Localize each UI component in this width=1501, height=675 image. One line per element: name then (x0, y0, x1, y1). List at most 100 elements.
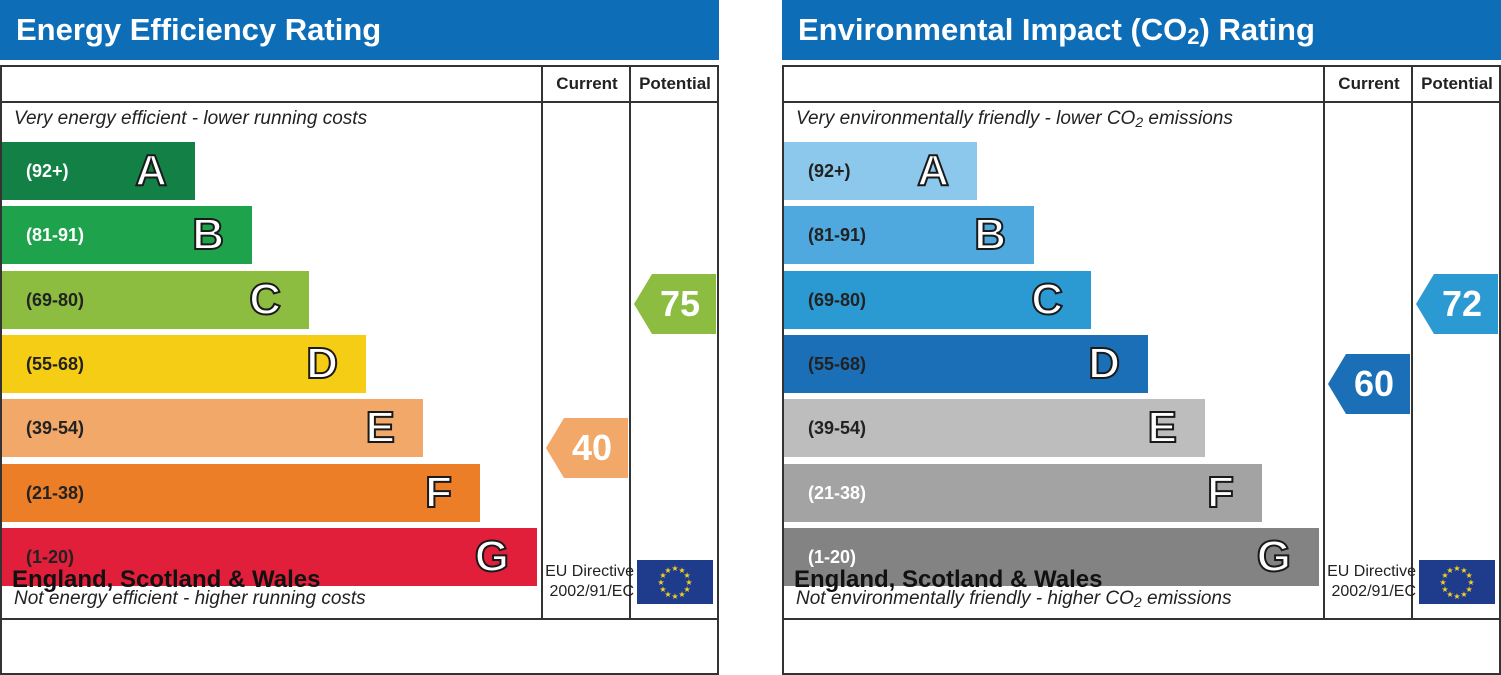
energy-bar-e: (39-54) E (2, 399, 423, 458)
environmental-bar-f: (21-38) F (784, 463, 1262, 522)
environmental-bar-g: (1-20) G (784, 527, 1319, 586)
svg-text:★: ★ (684, 571, 691, 580)
energy-col-current-header: Current (556, 74, 618, 93)
environmental-footer-directive-line-1: 2002/91/EC (1331, 583, 1416, 600)
energy-eu-flag-icon: ★ ★ ★ ★ ★ ★ ★ ★ ★ ★ ★ ★ (637, 560, 713, 604)
environmental-bottom-caption: Not environmentally friendly - higher CO… (796, 588, 1232, 610)
environmental-rating-frame: Current Potential Very environmentally fri… (782, 65, 1501, 675)
svg-text:★: ★ (685, 578, 692, 587)
svg-text:★: ★ (678, 590, 685, 599)
environmental-bar-d: (55-68) D (784, 334, 1148, 393)
energy-current-rating-value: 40 (571, 427, 613, 469)
environmental-band-letter-c: C (1030, 274, 1064, 325)
svg-text:★: ★ (1467, 578, 1474, 587)
environmental-potential-rating-shape (1416, 273, 1498, 334)
energy-bar-b: (81-91) B (2, 206, 252, 265)
energy-band-letter-f: F (424, 467, 453, 518)
energy-band-range-c: (69-80) (26, 289, 85, 310)
environmental-band-letter-f: F (1206, 467, 1235, 518)
energy-efficiency-panel: Energy Efficiency Rating Current Potential… (0, 0, 719, 675)
environmental-band-letter-g: G (1256, 531, 1292, 582)
svg-text:★: ★ (1466, 585, 1473, 594)
environmental-col-potential-header: Potential (1421, 74, 1493, 93)
environmental-bar-e: (39-54) E (784, 399, 1205, 458)
svg-text:★: ★ (678, 566, 685, 575)
environmental-bar-b: (81-91) B (784, 206, 1034, 265)
environmental-band-letter-a: A (916, 145, 950, 196)
environmental-chart-title: Environmental Impact (CO2) Rating (782, 0, 1501, 60)
environmental-band-range-d: (55-68) (808, 353, 867, 374)
energy-band-range-b: (81-91) (26, 225, 85, 246)
energy-chart-title: Energy Efficiency Rating (0, 0, 719, 60)
energy-band-range-d: (55-68) (26, 353, 85, 374)
environmental-grid-vline-0 (1323, 67, 1325, 618)
energy-footer-directive-line-1: 2002/91/EC (549, 583, 634, 600)
environmental-band-letter-e: E (1147, 402, 1178, 453)
svg-text:★: ★ (1453, 592, 1460, 601)
environmental-impact-panel: Environmental Impact (CO2) Rating Current… (782, 0, 1501, 675)
environmental-band-range-g: (1-20) (808, 546, 857, 567)
environmental-band-letter-d: D (1087, 338, 1121, 389)
energy-band-range-a: (92+) (26, 161, 69, 181)
energy-band-range-g: (1-20) (26, 546, 75, 567)
energy-bar-c: (69-80) C (2, 270, 309, 329)
environmental-band-range-e: (39-54) (808, 418, 867, 439)
environmental-eu-flag-icon: ★ ★ ★ ★ ★ ★ ★ ★ ★ ★ ★ ★ (1419, 560, 1495, 604)
svg-text:★: ★ (671, 592, 678, 601)
energy-potential-rating: 75 (634, 273, 716, 334)
environmental-footer-directive: EU Directive 2002/91/EC (1304, 562, 1416, 602)
energy-bar-a: (92+) A (2, 142, 195, 200)
environmental-band-range-b: (81-91) (808, 225, 867, 246)
energy-footer-directive-line-0: EU Directive (545, 563, 634, 580)
energy-potential-rating-value: 75 (659, 282, 701, 324)
environmental-grid-hline-0 (784, 101, 1499, 103)
energy-footer-country: England, Scotland & Wales (12, 566, 321, 593)
svg-text:★: ★ (1439, 578, 1446, 587)
energy-grid-hline-0 (2, 101, 717, 103)
energy-grid-hline-1 (2, 618, 717, 620)
svg-text:★: ★ (1466, 571, 1473, 580)
energy-col-potential-header: Potential (639, 74, 711, 93)
environmental-potential-rating: 72 (1416, 273, 1498, 334)
svg-text:★: ★ (659, 571, 666, 580)
environmental-current-rating: 60 (1328, 353, 1410, 414)
environmental-bar-a: (92+) A (784, 142, 977, 200)
svg-text:★: ★ (664, 590, 671, 599)
svg-text:★: ★ (659, 585, 666, 594)
environmental-potential-rating-value: 72 (1441, 282, 1483, 324)
svg-text:★: ★ (1460, 590, 1467, 599)
environmental-grid-vline-1 (1411, 67, 1413, 618)
svg-text:★: ★ (684, 585, 691, 594)
svg-text:★: ★ (1446, 566, 1453, 575)
environmental-grid-hline-1 (784, 618, 1499, 620)
environmental-footer-directive-line-0: EU Directive (1327, 563, 1416, 580)
energy-grid-vline-1 (629, 67, 631, 618)
energy-bar-d: (55-68) D (2, 334, 366, 393)
energy-band-letter-c: C (248, 274, 282, 325)
energy-band-letter-d: D (305, 338, 339, 389)
svg-text:★: ★ (664, 566, 671, 575)
energy-band-range-e: (39-54) (26, 418, 85, 439)
environmental-footer-country: England, Scotland & Wales (794, 566, 1103, 593)
environmental-bar-c: (69-80) C (784, 270, 1091, 329)
svg-text:★: ★ (1446, 590, 1453, 599)
energy-bar-g: (1-20) G (2, 527, 537, 586)
svg-text:★: ★ (1453, 564, 1460, 573)
energy-bottom-caption: Not energy efficient - higher running co… (14, 588, 366, 609)
energy-band-letter-a: A (134, 145, 168, 196)
environmental-band-range-c: (69-80) (808, 289, 867, 310)
energy-band-range-f: (21-38) (26, 482, 85, 503)
environmental-current-rating-value: 60 (1353, 362, 1395, 404)
energy-bar-f: (21-38) F (2, 463, 480, 522)
energy-band-letter-g: G (474, 531, 510, 582)
energy-band-letter-e: E (365, 402, 396, 453)
energy-top-caption: Very energy efficient - lower running co… (14, 108, 368, 129)
svg-text:★: ★ (1460, 566, 1467, 575)
svg-text:★: ★ (1441, 571, 1448, 580)
energy-band-letter-b: B (191, 209, 225, 260)
energy-potential-rating-shape (634, 273, 716, 334)
svg-text:★: ★ (1441, 585, 1448, 594)
energy-grid-vline-0 (541, 67, 543, 618)
environmental-current-rating-shape (1328, 353, 1410, 414)
energy-current-rating-shape (546, 418, 628, 479)
